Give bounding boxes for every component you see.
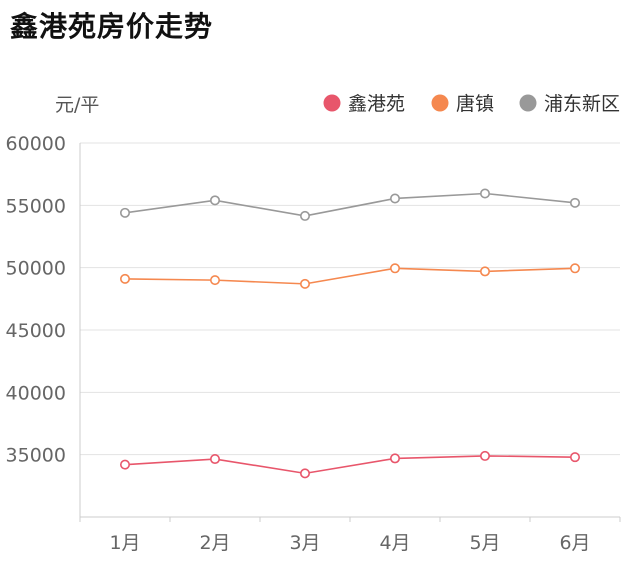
y-axis-unit-label: 元/平 [55, 94, 99, 116]
data-point[interactable] [120, 207, 131, 218]
axes: 35000 40000 45000 50000 55000 60000 1月 2月 3月 4月 5月… [6, 133, 621, 554]
y-tick-label: 40000 [6, 382, 66, 404]
data-point[interactable] [569, 197, 580, 208]
series [120, 188, 580, 479]
legend-label: 浦东新区 [544, 93, 620, 115]
data-point[interactable] [210, 275, 221, 286]
legend-marker [431, 94, 449, 112]
data-point[interactable] [479, 266, 490, 277]
data-point[interactable] [569, 263, 580, 274]
legend-item[interactable]: 唐镇 [431, 93, 495, 115]
x-tick-label: 6月 [559, 532, 590, 554]
x-tick-label: 2月 [199, 532, 230, 554]
data-point[interactable] [569, 452, 580, 463]
data-point[interactable] [299, 210, 310, 221]
y-tick-label: 50000 [6, 258, 66, 280]
data-point[interactable] [389, 453, 400, 464]
data-point[interactable] [479, 188, 490, 199]
data-point[interactable] [210, 454, 221, 465]
legend-marker [323, 94, 341, 112]
legend-label: 鑫港苑 [348, 93, 405, 115]
legend: 鑫港苑 唐镇 浦东新区 [323, 93, 621, 115]
data-point[interactable] [479, 450, 490, 461]
y-tick-label: 60000 [6, 133, 66, 155]
data-point[interactable] [299, 468, 310, 479]
series-line [124, 192, 576, 217]
series-2 [120, 188, 580, 221]
x-tick-label: 1月 [109, 532, 140, 554]
legend-item[interactable]: 浦东新区 [519, 93, 621, 115]
legend-item[interactable]: 鑫港苑 [323, 93, 406, 115]
x-tick-label: 5月 [469, 532, 500, 554]
data-point[interactable] [389, 263, 400, 274]
series-line [124, 455, 576, 475]
data-point[interactable] [120, 273, 131, 284]
y-tick-label: 45000 [6, 320, 66, 342]
legend-label: 唐镇 [456, 93, 494, 115]
data-point[interactable] [210, 195, 221, 206]
grid-lines [80, 142, 620, 456]
chart-title: 鑫港苑房价走势 [10, 10, 214, 43]
series-line [124, 267, 576, 285]
y-tick-label: 35000 [6, 445, 66, 467]
data-point[interactable] [120, 459, 131, 470]
data-point[interactable] [389, 193, 400, 204]
data-point[interactable] [299, 278, 310, 289]
legend-marker [519, 94, 537, 112]
y-tick-label: 55000 [6, 195, 66, 217]
series-0 [120, 450, 580, 479]
x-tick-label: 3月 [289, 532, 320, 554]
x-tick-label: 4月 [379, 532, 410, 554]
series-1 [120, 263, 580, 289]
